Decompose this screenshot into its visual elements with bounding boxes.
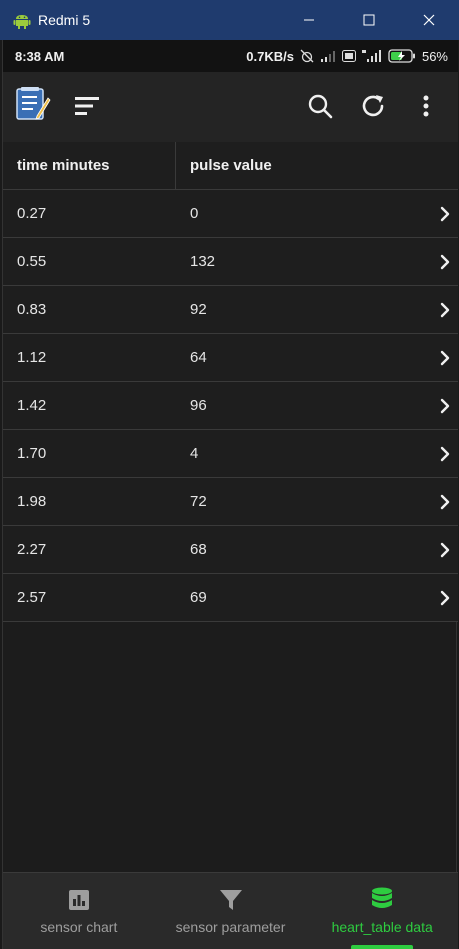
header-time-minutes[interactable]: time minutes <box>3 141 176 190</box>
window-title-bar: Redmi 5 <box>0 0 459 40</box>
chevron-right-icon[interactable] <box>440 350 450 366</box>
nav-heart-table-data-label: heart_table data <box>331 919 433 935</box>
chevron-right-icon[interactable] <box>440 398 450 414</box>
window-title: Redmi 5 <box>38 12 91 28</box>
status-time: 8:38 AM <box>15 48 65 64</box>
network-speed: 0.7KB/s <box>246 48 294 64</box>
close-icon <box>423 14 435 26</box>
table-row[interactable]: 0.27 0 <box>3 190 458 238</box>
cell-time-minutes: 1.98 <box>17 493 47 510</box>
phone-screen: 8:38 AM 0.7KB/s 56% <box>2 40 458 949</box>
cell-pulse-value: 132 <box>190 253 216 270</box>
sort-menu-icon[interactable] <box>73 94 101 118</box>
maximize-button[interactable] <box>339 0 399 40</box>
android-icon <box>12 10 32 30</box>
cell-time-minutes: 2.27 <box>17 541 47 558</box>
cell-pulse-value: 64 <box>190 349 207 366</box>
cell-time-minutes: 0.83 <box>17 301 47 318</box>
minimize-button[interactable] <box>279 0 339 40</box>
search-icon[interactable] <box>305 91 335 121</box>
table-row[interactable]: 0.83 92 <box>3 286 458 334</box>
refresh-icon[interactable] <box>358 91 388 121</box>
close-button[interactable] <box>399 0 459 40</box>
cell-time-minutes: 1.12 <box>17 349 47 366</box>
cell-pulse-value: 96 <box>190 397 207 414</box>
maximize-icon <box>363 14 375 26</box>
chevron-right-icon[interactable] <box>440 302 450 318</box>
table-row[interactable]: 0.55 132 <box>3 238 458 286</box>
app-bar <box>3 72 458 142</box>
nav-sensor-parameter[interactable]: sensor parameter <box>155 873 307 949</box>
cell-time-minutes: 1.42 <box>17 397 47 414</box>
table-row[interactable]: 2.27 68 <box>3 526 458 574</box>
signal-weak-icon <box>320 50 336 62</box>
table-row[interactable]: 1.98 72 <box>3 478 458 526</box>
status-bar: 8:38 AM 0.7KB/s 56% <box>3 40 458 72</box>
cell-time-minutes: 0.27 <box>17 205 47 222</box>
active-tab-indicator <box>351 945 414 949</box>
database-icon <box>369 887 395 913</box>
minimize-icon <box>304 19 314 21</box>
nav-heart-table-data[interactable]: heart_table data <box>306 873 458 949</box>
battery-charging-icon <box>388 49 416 63</box>
cell-pulse-value: 68 <box>190 541 207 558</box>
bottom-navigation: sensor chart sensor parameter heart_tabl… <box>3 872 458 949</box>
chevron-right-icon[interactable] <box>440 542 450 558</box>
header-pulse-value[interactable]: pulse value <box>190 157 272 174</box>
cell-time-minutes: 0.55 <box>17 253 47 270</box>
cell-pulse-value: 69 <box>190 589 207 606</box>
table-header: time minutes pulse value <box>3 141 458 190</box>
chevron-right-icon[interactable] <box>440 254 450 270</box>
chevron-right-icon[interactable] <box>440 446 450 462</box>
cell-pulse-value: 72 <box>190 493 207 510</box>
table-row[interactable]: 1.42 96 <box>3 382 458 430</box>
volte-icon <box>341 50 356 62</box>
bar-chart-icon <box>66 887 92 913</box>
nav-sensor-chart-label: sensor chart <box>40 919 118 935</box>
heart-data-table: time minutes pulse value 0.27 0 0.55 132 0.8… <box>3 141 458 622</box>
table-row[interactable]: 1.12 64 <box>3 334 458 382</box>
filter-icon <box>218 887 244 913</box>
nav-sensor-chart[interactable]: sensor chart <box>3 873 155 949</box>
chevron-right-icon[interactable] <box>440 206 450 222</box>
chevron-right-icon[interactable] <box>440 494 450 510</box>
cell-time-minutes: 1.70 <box>17 445 47 462</box>
app-logo-icon <box>15 86 51 122</box>
cell-pulse-value: 0 <box>190 205 199 222</box>
cell-time-minutes: 2.57 <box>17 589 47 606</box>
table-row[interactable]: 2.57 69 <box>3 574 458 622</box>
cell-pulse-value: 4 <box>190 445 199 462</box>
nav-sensor-parameter-label: sensor parameter <box>175 919 286 935</box>
table-row[interactable]: 1.70 4 <box>3 430 458 478</box>
battery-percent: 56% <box>421 48 448 64</box>
cell-pulse-value: 92 <box>190 301 207 318</box>
alarm-off-icon <box>300 49 314 63</box>
more-vert-icon[interactable] <box>411 91 441 121</box>
chevron-right-icon[interactable] <box>440 590 450 606</box>
signal-4g-icon <box>361 50 382 62</box>
